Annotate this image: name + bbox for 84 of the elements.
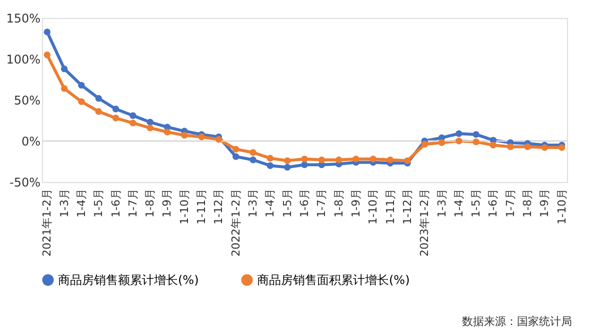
point (284, 164, 291, 171)
point (386, 156, 394, 164)
point (130, 112, 136, 119)
x-tick-label: 1-3月 (58, 188, 71, 218)
x-tick-label: 2022年1-2月 (229, 188, 242, 256)
y-tick-label: -50% (9, 176, 40, 190)
point (472, 131, 480, 138)
x-tick-label: 1-5月 (280, 188, 294, 218)
point (318, 156, 326, 164)
y-tick-label: 0% (21, 134, 40, 148)
x-tick-label: 1-9月 (349, 188, 362, 218)
point (198, 134, 205, 140)
x-tick-label: 1-11月 (195, 188, 208, 224)
point (352, 156, 360, 162)
point (541, 144, 548, 151)
x-tick-label: 1-8月 (144, 188, 157, 218)
legend-label: 商品房销售面积累计增长(%) (257, 273, 410, 287)
x-tick-label: 1-10月 (178, 188, 191, 224)
y-tick-label: 50% (14, 94, 40, 108)
x-tick-label: 1-3月 (246, 188, 260, 218)
point (164, 128, 171, 136)
x-tick-label: 1-10月 (366, 188, 380, 224)
legend-label: 商品房销售额累计增长(%) (58, 273, 199, 287)
point (232, 153, 240, 160)
point (301, 156, 308, 162)
point (250, 156, 256, 164)
point (301, 161, 308, 168)
x-tick-label: 1-6月 (298, 188, 311, 218)
point (250, 149, 256, 156)
point (78, 82, 85, 89)
x-tick-label: 1-4月 (264, 188, 277, 218)
x-tick-label: 1-7月 (315, 188, 328, 218)
x-tick-label: 1-7月 (126, 188, 140, 218)
x-tick-label: 1-6月 (109, 188, 122, 218)
x-tick-label: 1-12月 (212, 188, 226, 224)
point (146, 124, 154, 132)
x-tick-label: 1-8月 (521, 188, 534, 218)
x-tick-label: 1-8月 (332, 188, 346, 218)
point (232, 146, 240, 153)
point (507, 143, 514, 150)
y-tick-label: 150% (6, 12, 40, 26)
point (266, 154, 274, 162)
point (438, 139, 446, 146)
point (95, 95, 102, 102)
point (95, 108, 102, 115)
point (60, 65, 68, 72)
point (335, 156, 342, 164)
point (421, 140, 428, 148)
point (558, 144, 566, 151)
point (181, 132, 188, 139)
x-tick-label: 1-10月 (555, 188, 568, 224)
point (472, 138, 480, 146)
x-tick-label: 1-9月 (160, 188, 174, 218)
point (78, 98, 85, 105)
point (60, 85, 68, 92)
point (404, 157, 411, 164)
point (130, 120, 136, 126)
x-tick-label: 2023年1-2月 (418, 188, 432, 256)
x-tick-label: 1-9月 (538, 188, 552, 218)
point (284, 157, 291, 164)
x-tick-label: 1-6月 (486, 188, 500, 218)
x-tick-label: 1-4月 (452, 188, 466, 218)
x-tick-label: 1-5月 (470, 188, 483, 218)
point (112, 114, 120, 122)
point (456, 130, 462, 137)
point (44, 28, 50, 36)
point (370, 156, 376, 162)
x-tick-label: 2021年1-2月 (40, 188, 54, 256)
x-tick-label: 1-4月 (74, 188, 88, 218)
x-tick-label: 1-5月 (92, 188, 106, 218)
x-tick-label: 1-12月 (400, 188, 414, 224)
point (215, 136, 222, 143)
y-tick-label: 100% (6, 52, 40, 66)
point (44, 52, 50, 58)
x-tick-label: 1-7月 (504, 188, 517, 218)
point (456, 138, 462, 144)
point (266, 162, 274, 169)
point (490, 142, 497, 148)
x-tick-label: 1-11月 (384, 188, 397, 224)
point (112, 106, 120, 112)
source-note: 数据来源：国家统计局 (462, 315, 572, 328)
point (524, 143, 531, 150)
x-tick-label: 1-3月 (435, 188, 448, 218)
point (146, 118, 154, 126)
